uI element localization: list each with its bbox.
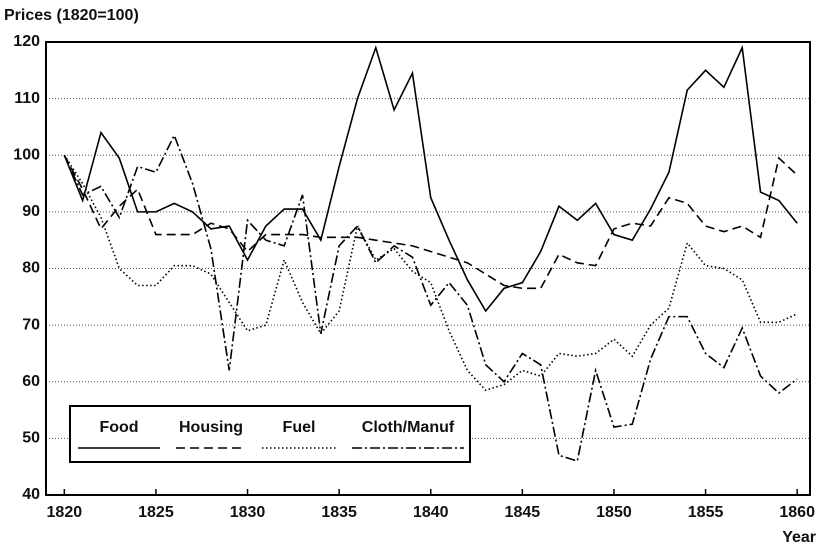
x-tick-label: 1835 [321, 504, 357, 521]
legend-label: Housing [179, 419, 243, 436]
series-line [63, 154, 798, 290]
x-axis-label: Year [782, 529, 816, 546]
y-tick-label: 120 [13, 33, 40, 50]
series-line [63, 44, 798, 313]
legend-label: Cloth/Manuf [362, 419, 455, 436]
legend-label: Food [99, 419, 138, 436]
y-tick-label: 110 [14, 90, 40, 107]
y-tick-label: 70 [22, 316, 40, 333]
x-tick-label: 1840 [413, 504, 449, 521]
series-line [63, 154, 798, 392]
plot-frame [45, 41, 811, 496]
legend-box [69, 405, 471, 463]
x-tick-label: 1825 [138, 504, 174, 521]
series-line [63, 133, 798, 463]
x-tick-label: 1850 [596, 504, 632, 521]
y-tick-label: 100 [13, 146, 40, 163]
x-tick-label: 1830 [230, 504, 266, 521]
legend-label: Fuel [283, 419, 316, 436]
x-tick-label: 1860 [779, 504, 815, 521]
y-axis-label: Prices (1820=100) [4, 7, 139, 24]
x-tick-label: 1820 [47, 504, 83, 521]
y-tick-label: 60 [22, 373, 40, 390]
x-tick-label: 1855 [688, 504, 724, 521]
x-tick-label: 1845 [505, 504, 541, 521]
y-tick-label: 40 [22, 486, 40, 503]
y-tick-label: 80 [22, 260, 40, 277]
y-tick-label: 50 [22, 430, 40, 447]
y-tick-label: 90 [22, 203, 40, 220]
